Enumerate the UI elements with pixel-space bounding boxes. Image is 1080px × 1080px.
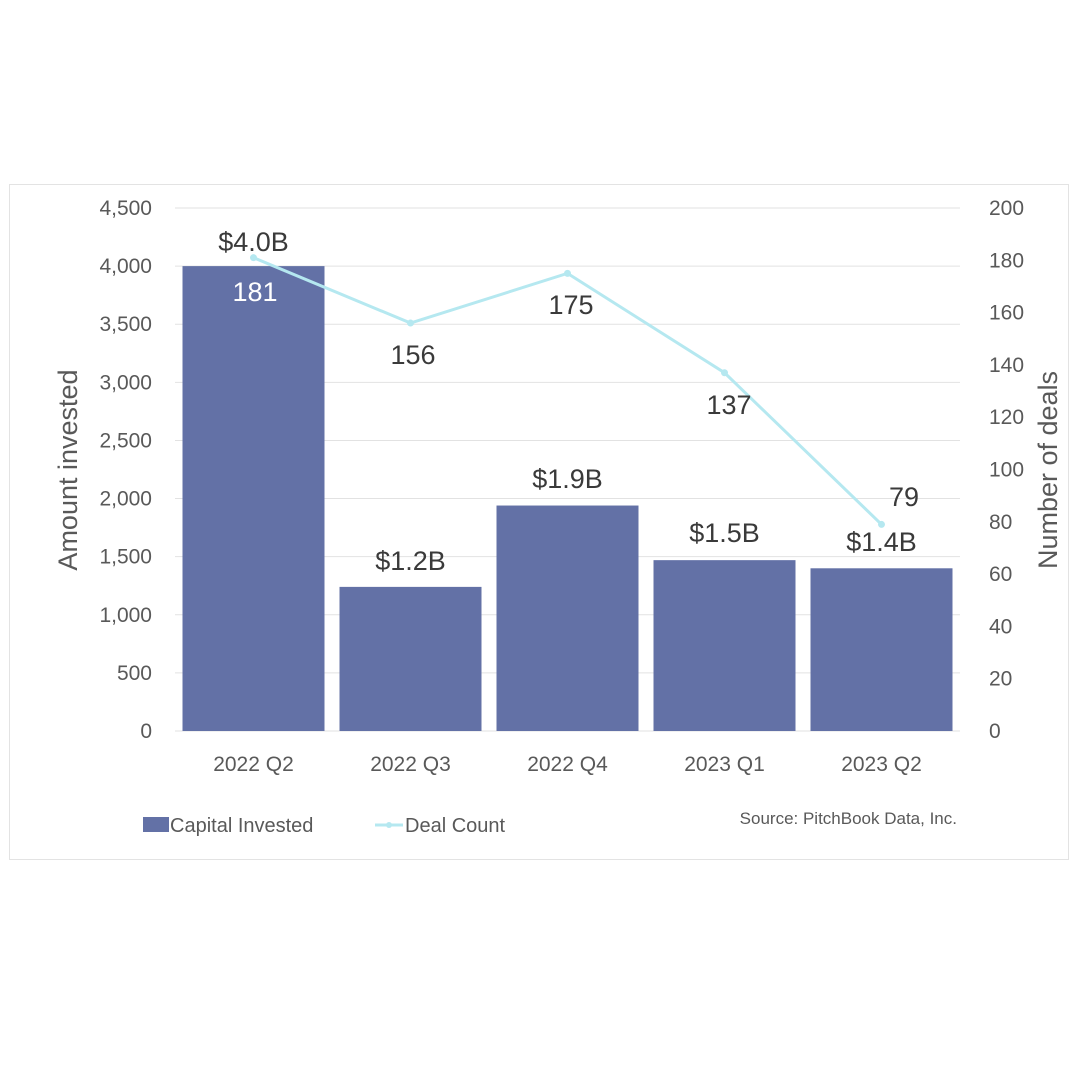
line-value-label: 156: [390, 340, 435, 370]
y2-tick-label: 0: [989, 720, 1001, 743]
line-value-label: 175: [548, 290, 593, 320]
legend-label-capital-invested: Capital Invested: [170, 815, 313, 837]
y2-tick-label: 160: [989, 302, 1024, 325]
legend-label-deal-count: Deal Count: [405, 815, 506, 837]
y-axis-left-ticks: 0 500 1,000 1,500 2,000 2,500 3,000 3,500 4,000 4…: [99, 197, 152, 743]
source-note: Source: PitchBook Data, Inc.: [740, 809, 957, 828]
x-tick-label: 2022 Q2: [213, 753, 294, 776]
legend-marker-deal-count: [386, 822, 392, 828]
deal-count-marker: [564, 269, 571, 277]
bar: [653, 560, 796, 731]
bar-series-capital-invested: [182, 266, 953, 731]
x-axis-ticks: 2022 Q2 2022 Q3 2022 Q4 2023 Q1 2023 Q2: [213, 753, 922, 776]
y-axis-right-title: Number of deals: [1033, 371, 1063, 569]
legend: Capital Invested Deal Count: [143, 815, 506, 837]
y-axis-left-title: Amount invested: [53, 369, 83, 570]
y-tick-label: 1,500: [99, 546, 152, 569]
y2-tick-label: 200: [989, 197, 1024, 220]
y-tick-label: 4,000: [99, 255, 152, 278]
deal-count-marker: [250, 254, 257, 262]
y2-tick-label: 60: [989, 563, 1012, 586]
y2-tick-label: 20: [989, 668, 1012, 691]
x-tick-label: 2022 Q4: [527, 753, 608, 776]
y-tick-label: 2,000: [99, 488, 152, 511]
y2-tick-label: 40: [989, 615, 1012, 638]
y2-tick-label: 120: [989, 406, 1024, 429]
y-tick-label: 3,000: [99, 371, 152, 394]
x-tick-label: 2023 Q2: [841, 753, 922, 776]
y-tick-label: 3,500: [99, 313, 152, 336]
bar-value-label: $1.4B: [846, 527, 917, 557]
bar-value-label: $1.5B: [689, 518, 760, 548]
bar-value-label: $1.2B: [375, 546, 446, 576]
deal-count-marker: [878, 520, 885, 528]
bar: [182, 266, 325, 731]
deal-count-marker: [407, 319, 414, 327]
line-value-label: 137: [706, 390, 751, 420]
y-tick-label: 500: [117, 662, 152, 685]
y-axis-right-ticks: 0 20 40 60 80 100 120 140 160 180 200: [989, 197, 1024, 743]
y-tick-label: 1,000: [99, 604, 152, 627]
line-value-label: 79: [889, 482, 919, 512]
bar-value-label: $1.9B: [532, 464, 603, 494]
line-value-label: 181: [232, 277, 277, 307]
data-labels: $4.0B $1.2B $1.9B $1.5B $1.4B 181 156 175 137 79: [218, 227, 919, 576]
legend-swatch-capital-invested: [143, 817, 169, 832]
line-series-deal-count: [250, 254, 885, 528]
y-tick-label: 4,500: [99, 197, 152, 220]
y2-tick-label: 80: [989, 511, 1012, 534]
y2-tick-label: 180: [989, 249, 1024, 272]
deal-count-marker: [721, 369, 728, 377]
bar: [339, 586, 482, 731]
y-tick-label: 2,500: [99, 429, 152, 452]
bar-value-label: $4.0B: [218, 227, 289, 257]
x-tick-label: 2023 Q1: [684, 753, 765, 776]
y2-tick-label: 140: [989, 354, 1024, 377]
bar: [810, 568, 953, 731]
y2-tick-label: 100: [989, 459, 1024, 482]
x-tick-label: 2022 Q3: [370, 753, 451, 776]
bar: [496, 505, 639, 731]
y-tick-label: 0: [140, 720, 152, 743]
